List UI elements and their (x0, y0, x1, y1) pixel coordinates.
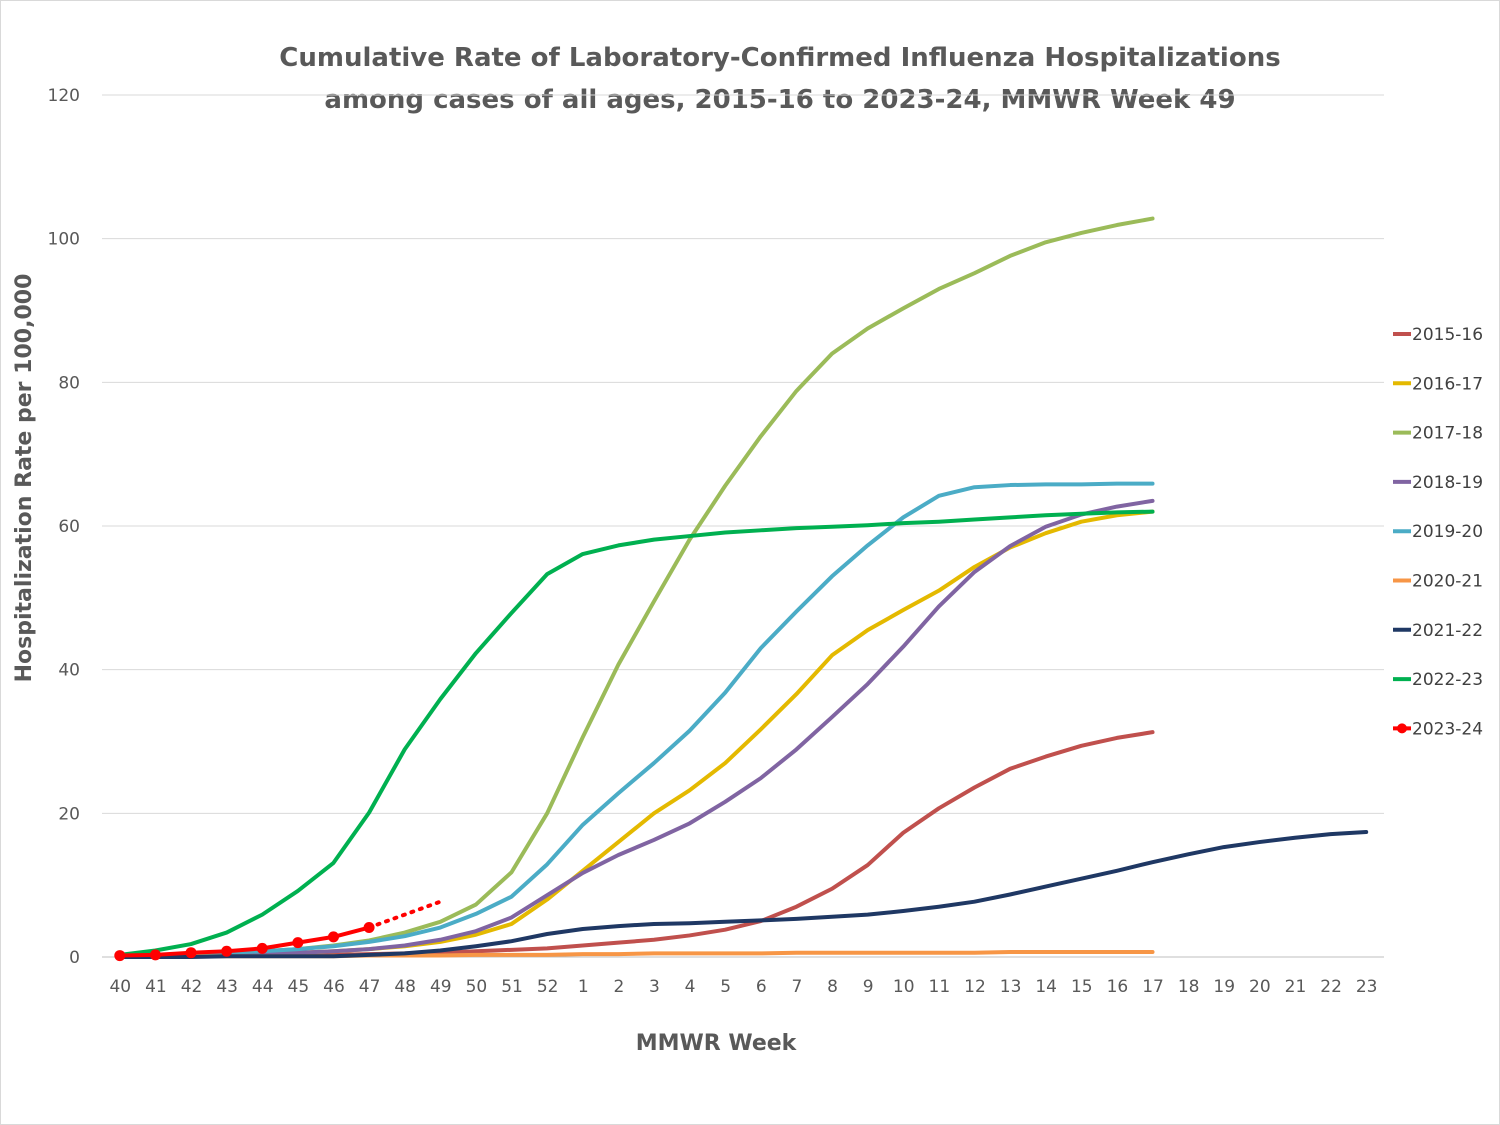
y-tick-label: 0 (69, 948, 80, 968)
series-2016-17 (117, 509, 1155, 959)
data-point (292, 937, 304, 949)
series-2015-16 (117, 730, 1155, 959)
x-tick-label: 50 (466, 977, 488, 997)
data-point (363, 922, 375, 934)
x-tick-label: 9 (863, 977, 874, 997)
legend-item: 2021-22 (1393, 621, 1483, 641)
legend-label: 2022-23 (1412, 670, 1483, 690)
data-point (114, 950, 126, 962)
y-tick-label: 120 (48, 86, 80, 106)
x-tick-label: 49 (430, 977, 452, 997)
series-line (117, 730, 1155, 959)
series-line (117, 498, 1155, 959)
x-tick-label: 15 (1071, 977, 1093, 997)
series-line (117, 216, 1155, 958)
series-2018-19 (117, 498, 1155, 959)
x-tick-label: 41 (145, 977, 167, 997)
x-tick-label: 23 (1356, 977, 1378, 997)
x-tick-label: 12 (964, 977, 986, 997)
legend-label: 2016-17 (1412, 374, 1483, 394)
legend-item: 2017-18 (1393, 424, 1483, 444)
y-axis-tick-labels: 0 20 40 60 80 100 120 (48, 86, 80, 968)
legend-label: 2018-19 (1412, 473, 1483, 493)
chart-title-line-1: Cumulative Rate of Laboratory-Confirmed … (279, 43, 1280, 73)
series-2023-24 (114, 899, 443, 962)
legend-marker (1397, 723, 1407, 734)
y-tick-label: 60 (58, 517, 80, 537)
gridlines (102, 94, 1384, 958)
chart-title-line-2: among cases of all ages, 2015-16 to 2023… (324, 85, 1235, 115)
x-tick-label: 22 (1320, 977, 1342, 997)
x-tick-label: 20 (1249, 977, 1271, 997)
x-axis-title: MMWR Week (636, 1031, 798, 1056)
data-point (256, 942, 268, 954)
series-lines (114, 216, 1369, 962)
y-tick-label: 40 (58, 661, 80, 681)
legend: 2015-16 2016-17 2017-18 2018-19 2019-20 2020-… (1393, 325, 1483, 739)
data-point (185, 947, 197, 959)
y-tick-label: 20 (58, 804, 80, 824)
x-tick-label: 1 (578, 977, 589, 997)
legend-label: 2019-20 (1412, 522, 1483, 542)
data-point (149, 949, 161, 961)
series-line (117, 509, 1155, 957)
x-axis-tick-labels: 40 41 42 43 44 45 46 47 48 49 50 51 52 1 2 3 4 5 6 7 8 9 10 11 1… (109, 977, 1377, 997)
x-tick-label: 42 (181, 977, 203, 997)
y-tick-label: 100 (48, 230, 80, 250)
x-tick-label: 48 (394, 977, 416, 997)
x-tick-label: 21 (1285, 977, 1307, 997)
x-tick-label: 52 (537, 977, 559, 997)
legend-item: 2019-20 (1393, 522, 1483, 542)
series-line (117, 509, 1155, 959)
legend-item: 2015-16 (1393, 325, 1483, 345)
x-tick-label: 7 (792, 977, 803, 997)
legend-label: 2017-18 (1412, 424, 1483, 444)
legend-item: 2016-17 (1393, 374, 1483, 394)
x-tick-label: 8 (827, 977, 838, 997)
x-tick-label: 19 (1213, 977, 1235, 997)
x-tick-label: 5 (720, 977, 731, 997)
series-line (117, 925, 372, 958)
legend-item: 2022-23 (1393, 670, 1483, 690)
x-tick-label: 43 (216, 977, 238, 997)
x-tick-label: 2 (613, 977, 624, 997)
series-line (117, 830, 1369, 959)
series-line (117, 481, 1155, 958)
series-2022-23 (117, 509, 1155, 957)
data-point (327, 931, 339, 943)
legend-label: 2015-16 (1412, 325, 1483, 345)
y-axis-title: Hospitalization Rate per 100,000 (12, 274, 37, 683)
legend-label: 2021-22 (1412, 621, 1483, 641)
x-tick-label: 3 (649, 977, 660, 997)
data-point (221, 945, 233, 957)
x-tick-label: 14 (1035, 977, 1057, 997)
x-tick-label: 44 (252, 977, 274, 997)
x-tick-label: 17 (1142, 977, 1164, 997)
series-2021-22 (117, 830, 1369, 959)
x-tick-label: 10 (893, 977, 915, 997)
x-tick-label: 51 (501, 977, 523, 997)
x-tick-label: 13 (1000, 977, 1022, 997)
x-tick-label: 47 (359, 977, 381, 997)
projection-line (367, 899, 443, 930)
legend-item: 2023-24 (1393, 719, 1483, 739)
legend-label: 2020-21 (1412, 572, 1483, 592)
y-tick-label: 80 (58, 373, 80, 393)
x-tick-label: 11 (929, 977, 951, 997)
x-tick-label: 40 (109, 977, 131, 997)
series-2017-18 (117, 216, 1155, 958)
x-tick-label: 46 (323, 977, 345, 997)
series-2019-20 (117, 481, 1155, 958)
x-tick-label: 16 (1107, 977, 1129, 997)
legend-label: 2023-24 (1412, 719, 1483, 739)
legend-item: 2018-19 (1393, 473, 1483, 493)
x-tick-label: 6 (756, 977, 767, 997)
legend-item: 2020-21 (1393, 572, 1483, 592)
x-tick-label: 45 (288, 977, 310, 997)
x-tick-label: 4 (685, 977, 696, 997)
x-tick-label: 18 (1178, 977, 1200, 997)
